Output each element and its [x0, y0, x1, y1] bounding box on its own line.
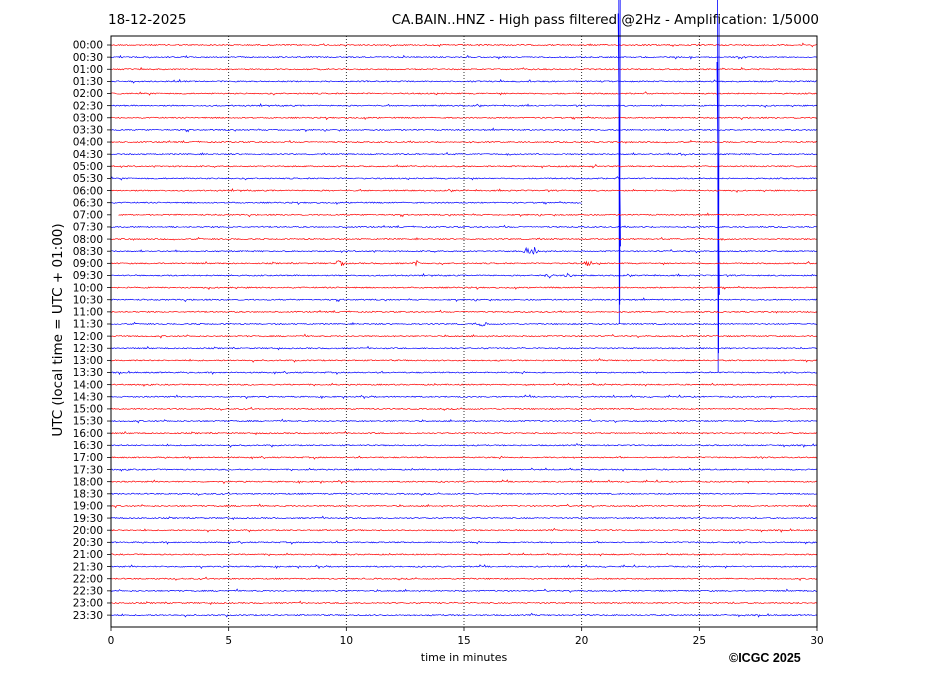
- y-tick-label: 22:30: [73, 586, 103, 598]
- x-tick-label: 5: [225, 635, 232, 647]
- x-ticks-group: 0 5 10 15 20 25 30: [108, 627, 824, 647]
- x-tick-label: 25: [693, 635, 706, 647]
- y-tick-label: 09:30: [73, 270, 103, 282]
- trace-row-0930: [110, 272, 818, 279]
- trace-row-1800: [110, 479, 818, 485]
- y-tick-label: 09:00: [73, 258, 103, 270]
- trace-row-0430: [110, 151, 818, 156]
- y-tick-label: 16:30: [73, 440, 103, 452]
- trace-row-1530: [110, 418, 818, 424]
- x-axis-label: time in minutes: [420, 651, 508, 664]
- y-tick-label: 17:00: [73, 452, 103, 464]
- y-tick-label: 11:30: [73, 319, 103, 331]
- y-tick-label: 13:00: [73, 355, 103, 367]
- trace-row-1730: [110, 467, 818, 472]
- trace-row-0600: [110, 187, 818, 193]
- x-tick-label: 20: [575, 635, 588, 647]
- event-spike: [617, 0, 621, 324]
- y-ticks-group: 00:0000:3001:0001:3002:0002:3003:0003:30…: [73, 40, 111, 622]
- y-tick-label: 05:30: [73, 173, 103, 185]
- trace-row-1630: [110, 442, 818, 448]
- y-tick-label: 18:30: [73, 489, 103, 501]
- trace-row-1030: [110, 297, 818, 303]
- copyright-label: ©ICGC 2025: [729, 651, 801, 665]
- trace-row-0730: [110, 224, 818, 229]
- trace-row-0530: [110, 176, 818, 181]
- y-tick-label: 05:00: [73, 161, 103, 173]
- y-tick-label: 14:00: [73, 379, 103, 391]
- trace-row-0800: [110, 236, 818, 241]
- y-tick-label: 20:30: [73, 537, 103, 549]
- y-tick-label: 15:30: [73, 416, 103, 428]
- y-tick-label: 07:30: [73, 222, 103, 234]
- y-tick-label: 13:30: [73, 367, 103, 379]
- y-tick-label: 20:00: [73, 525, 103, 537]
- y-tick-label: 12:00: [73, 331, 103, 343]
- y-tick-label: 10:30: [73, 294, 103, 306]
- trace-row-2000: [110, 527, 818, 533]
- y-tick-label: 04:30: [73, 149, 103, 161]
- x-tick-label: 30: [810, 635, 823, 647]
- y-tick-label: 00:00: [73, 40, 103, 52]
- grid-group: [228, 36, 700, 627]
- y-tick-label: 18:00: [73, 476, 103, 488]
- trace-row-1930: [110, 515, 818, 521]
- traces-group: [110, 0, 818, 618]
- y-tick-label: 07:00: [73, 210, 103, 222]
- y-tick-label: 23:00: [73, 598, 103, 610]
- trace-row-1700: [110, 455, 818, 460]
- y-tick-label: 08:00: [73, 234, 103, 246]
- chart-date: 18-12-2025: [108, 12, 187, 28]
- y-tick-label: 08:30: [73, 246, 103, 258]
- y-tick-label: 21:00: [73, 549, 103, 561]
- trace-row-0500: [110, 163, 818, 169]
- chart-title: CA.BAIN..HNZ - High pass filtered @2Hz -…: [391, 12, 819, 28]
- y-tick-label: 23:30: [73, 610, 103, 622]
- trace-row-1100: [110, 309, 818, 314]
- y-tick-label: 19:30: [73, 513, 103, 525]
- y-tick-label: 03:00: [73, 112, 103, 124]
- y-tick-label: 17:30: [73, 464, 103, 476]
- y-tick-label: 14:30: [73, 391, 103, 403]
- trace-row-0700: [118, 212, 818, 218]
- y-tick-label: 12:30: [73, 343, 103, 355]
- trace-row-2130: [110, 564, 818, 570]
- event-spike: [716, 0, 720, 373]
- x-tick-label: 15: [457, 635, 470, 647]
- plot-frame: [110, 35, 818, 628]
- y-tick-label: 06:00: [73, 185, 103, 197]
- y-tick-label: 21:30: [73, 561, 103, 573]
- x-tick-label: 0: [108, 635, 115, 647]
- trace-row-2030: [110, 540, 818, 545]
- trace-row-0000: [110, 42, 818, 48]
- trace-row-0830: [110, 246, 818, 255]
- y-tick-label: 16:00: [73, 428, 103, 440]
- x-tick-label: 10: [340, 635, 353, 647]
- y-tick-label: 01:30: [73, 76, 103, 88]
- y-tick-label: 01:00: [73, 64, 103, 76]
- y-tick-label: 10:00: [73, 282, 103, 294]
- y-tick-label: 04:00: [73, 137, 103, 149]
- y-tick-label: 00:30: [73, 52, 103, 64]
- y-tick-label: 03:30: [73, 125, 103, 137]
- trace-row-1900: [110, 503, 818, 509]
- y-tick-label: 22:00: [73, 573, 103, 585]
- y-tick-label: 02:00: [73, 88, 103, 100]
- trace-row-0630: [110, 201, 582, 205]
- y-tick-label: 02:30: [73, 100, 103, 112]
- y-tick-label: 19:00: [73, 501, 103, 513]
- y-tick-label: 15:00: [73, 404, 103, 416]
- trace-row-0900: [110, 259, 818, 267]
- trace-row-2100: [110, 552, 818, 557]
- y-tick-label: 11:00: [73, 307, 103, 319]
- y-tick-label: 06:30: [73, 197, 103, 209]
